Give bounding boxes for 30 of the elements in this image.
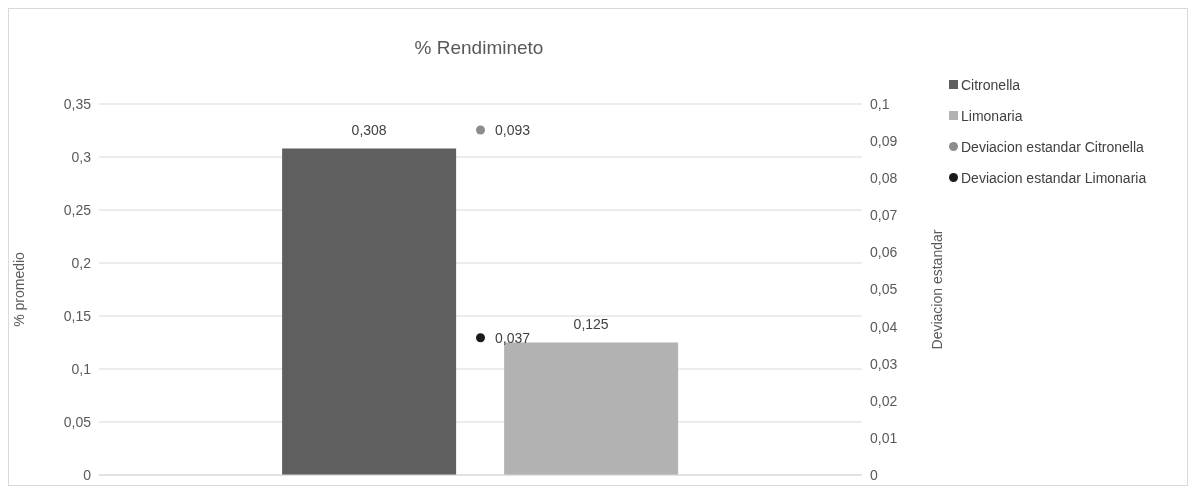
data-label: 0,037 <box>495 329 531 346</box>
y2-tick-label: 0,03 <box>870 355 898 372</box>
y-tick-label: 0,35 <box>63 95 92 112</box>
legend-label: Deviacion estandar Citronella <box>961 138 1144 155</box>
y-tick-label: 0,25 <box>63 201 92 218</box>
y2-tick-label: 0,06 <box>870 244 898 261</box>
chart-title: % Rendimineto <box>413 37 545 59</box>
y-tick-label: 0,05 <box>63 413 92 430</box>
y2-tick-label: 0,05 <box>870 281 898 298</box>
data-label: 0,308 <box>351 121 387 138</box>
data-label: 0,125 <box>573 315 609 332</box>
y2-tick-label: 0,04 <box>870 318 898 335</box>
legend-label: Limonaria <box>961 107 1023 124</box>
y-tick-label: 0,1 <box>71 360 92 377</box>
y2-tick-label: 0,02 <box>870 392 898 409</box>
legend-label: Deviacion estandar Limonaria <box>961 169 1147 186</box>
y-tick-label: 0,3 <box>71 148 92 165</box>
y2-tick-label: 0,01 <box>870 429 898 446</box>
y2-tick-label: 0,1 <box>870 95 890 112</box>
y-tick-label: 0,15 <box>63 307 92 324</box>
y2-tick-label: 0 <box>870 466 878 483</box>
y-tick-label: 0,2 <box>71 254 92 271</box>
y2-axis-title: Deviacion estandar <box>928 229 945 350</box>
data-label: 0,093 <box>495 121 531 138</box>
y-axis-title: % promedio <box>10 251 27 327</box>
y2-tick-label: 0,08 <box>870 170 898 187</box>
y-tick-label: 0 <box>83 466 92 483</box>
y2-tick-label: 0,09 <box>870 133 898 150</box>
y2-tick-label: 0,07 <box>870 207 898 224</box>
legend-label: Citronella <box>961 76 1021 93</box>
